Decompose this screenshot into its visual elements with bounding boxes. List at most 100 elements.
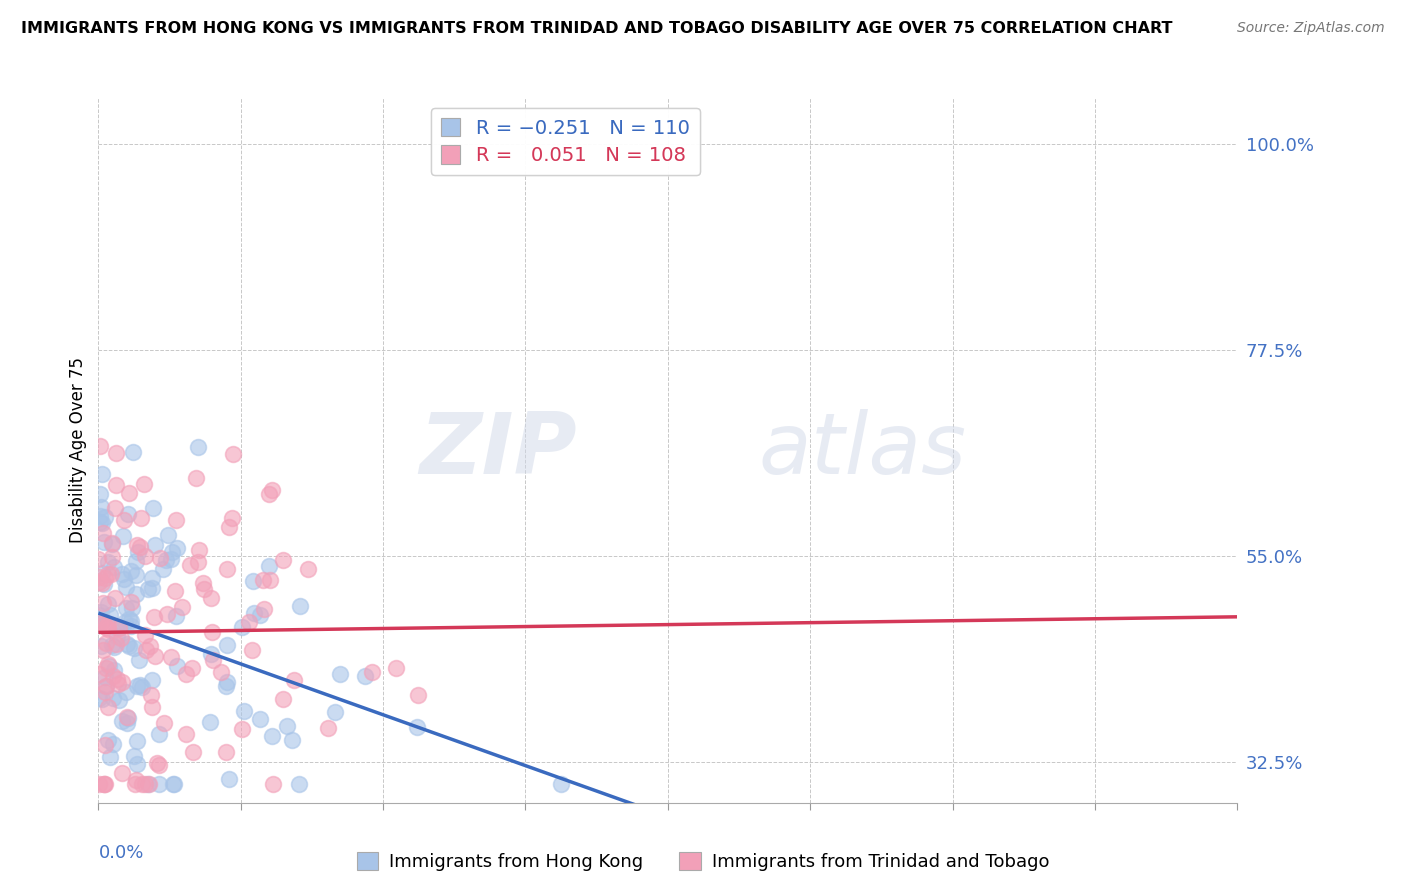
Point	[148, 726, 170, 740]
Point	[120, 595, 142, 609]
Point	[361, 665, 384, 679]
Point	[115, 715, 138, 730]
Point	[101, 639, 124, 653]
Point	[94, 509, 117, 524]
Point	[128, 541, 150, 555]
Point	[105, 446, 128, 460]
Point	[281, 732, 304, 747]
Point	[127, 679, 149, 693]
Point	[215, 679, 238, 693]
Point	[87, 667, 110, 681]
Point	[90, 575, 112, 590]
Point	[242, 642, 264, 657]
Point	[100, 549, 122, 564]
Point	[209, 665, 232, 679]
Point	[165, 513, 187, 527]
Point	[94, 738, 117, 752]
Point	[162, 545, 184, 559]
Point	[160, 649, 183, 664]
Point	[215, 745, 238, 759]
Point	[117, 640, 139, 654]
Point	[94, 571, 117, 585]
Point	[91, 525, 114, 540]
Point	[231, 620, 253, 634]
Point	[89, 616, 111, 631]
Point	[149, 551, 172, 566]
Point	[97, 566, 120, 581]
Point	[90, 500, 112, 514]
Point	[141, 673, 163, 688]
Point	[124, 777, 146, 791]
Point	[108, 621, 131, 635]
Point	[124, 567, 146, 582]
Text: ZIP: ZIP	[419, 409, 576, 492]
Point	[115, 637, 138, 651]
Point	[118, 486, 141, 500]
Point	[148, 757, 170, 772]
Point	[91, 467, 114, 482]
Point	[89, 777, 111, 791]
Point	[125, 734, 148, 748]
Point	[187, 555, 209, 569]
Point	[125, 586, 148, 600]
Point	[91, 596, 114, 610]
Point	[287, 777, 309, 791]
Point	[101, 668, 124, 682]
Point	[200, 714, 222, 729]
Y-axis label: Disability Age Over 75: Disability Age Over 75	[69, 358, 87, 543]
Point	[120, 614, 142, 628]
Point	[100, 607, 122, 622]
Point	[94, 661, 117, 675]
Point	[89, 690, 111, 705]
Point	[87, 618, 110, 632]
Point	[108, 620, 131, 634]
Point	[135, 643, 157, 657]
Point	[200, 647, 222, 661]
Point	[112, 572, 135, 586]
Point	[111, 567, 134, 582]
Point	[181, 745, 204, 759]
Point	[87, 608, 110, 623]
Point	[193, 582, 215, 596]
Point	[89, 509, 111, 524]
Point	[87, 570, 110, 584]
Point	[97, 699, 120, 714]
Point	[118, 611, 141, 625]
Point	[170, 600, 193, 615]
Point	[288, 599, 311, 614]
Point	[152, 562, 174, 576]
Point	[134, 628, 156, 642]
Point	[156, 528, 179, 542]
Point	[273, 552, 295, 566]
Point	[141, 699, 163, 714]
Point	[260, 483, 283, 497]
Point	[100, 537, 122, 551]
Point	[316, 721, 339, 735]
Point	[91, 643, 114, 657]
Point	[257, 487, 280, 501]
Point	[97, 618, 120, 632]
Point	[89, 515, 111, 529]
Point	[215, 562, 238, 576]
Point	[128, 678, 150, 692]
Text: atlas: atlas	[759, 409, 967, 492]
Point	[136, 582, 159, 596]
Point	[125, 756, 148, 771]
Point	[134, 777, 156, 791]
Point	[110, 631, 132, 645]
Point	[148, 777, 170, 791]
Point	[90, 639, 112, 653]
Point	[93, 670, 115, 684]
Point	[145, 648, 167, 663]
Point	[115, 580, 138, 594]
Point	[188, 543, 211, 558]
Point	[105, 620, 128, 634]
Point	[103, 663, 125, 677]
Point	[98, 749, 121, 764]
Point	[323, 705, 346, 719]
Point	[259, 573, 281, 587]
Point	[98, 659, 121, 673]
Point	[93, 576, 115, 591]
Point	[124, 640, 146, 655]
Point	[242, 574, 264, 589]
